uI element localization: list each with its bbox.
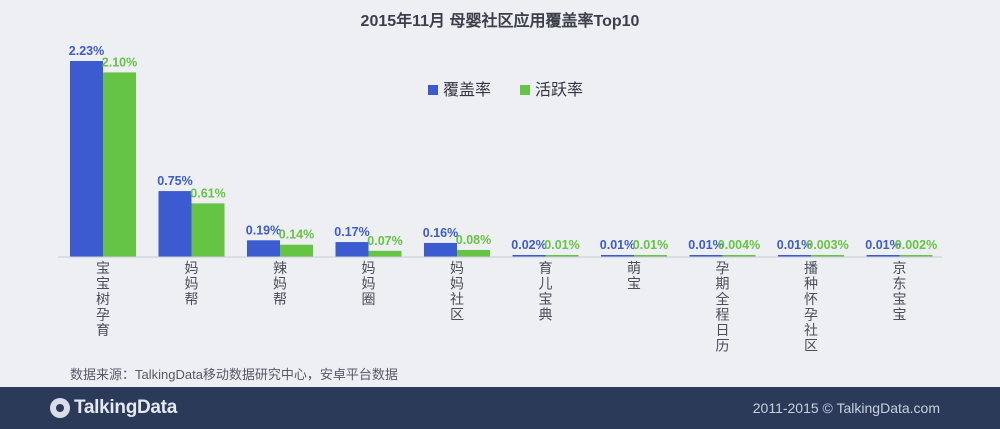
value-label-coverage-5: 0.02% (511, 238, 546, 252)
value-label-coverage-9: 0.01% (865, 238, 900, 252)
bar-coverage-8 (778, 255, 811, 257)
bar-coverage-2 (247, 240, 280, 257)
source-note: 数据来源：TalkingData移动数据研究中心，安卓平台数据 (70, 367, 398, 382)
value-labels-group: 2.23%2.10% 0.75%0.61% 0.19%0.14% 0.17%0.07%… (69, 44, 937, 252)
value-label-active-2: 0.14% (279, 228, 314, 242)
footer-bar: TalkingData 2011-2015 © TalkingData.com (0, 387, 1000, 429)
bar-active-7 (722, 255, 756, 257)
bar-coverage-9 (866, 255, 900, 257)
category-label-2: 辣妈帮 (273, 260, 287, 307)
brand-name: TalkingData (74, 397, 177, 418)
bar-coverage-5 (512, 255, 546, 257)
category-label-5: 育儿宝典 (539, 260, 553, 323)
bar-active-8 (811, 255, 844, 257)
category-label-1: 妈妈帮 (185, 260, 199, 307)
logo-icon (50, 398, 70, 418)
category-label-9: 京东宝宝 (893, 260, 907, 323)
bar-coverage-6 (601, 255, 634, 257)
bar-active-9 (899, 255, 933, 257)
category-label-3: 妈妈圈 (362, 260, 376, 307)
bar-active-5 (545, 255, 579, 257)
legend-swatch-active (520, 85, 530, 95)
category-label-7: 孕期全程日历 (716, 260, 730, 354)
category-label-6: 萌宝 (627, 260, 641, 292)
value-label-coverage-6: 0.01% (600, 238, 635, 252)
value-label-coverage-7: 0.01% (688, 238, 723, 252)
category-label-4: 妈妈社区 (450, 260, 464, 323)
bar-active-0 (103, 72, 136, 257)
value-label-active-5: 0.01% (544, 238, 579, 252)
bar-active-1 (191, 203, 225, 257)
value-label-active-8: 0.003% (806, 238, 848, 252)
bar-active-4 (457, 249, 490, 257)
bar-coverage-1 (158, 191, 192, 257)
value-label-active-0: 2.10% (102, 55, 137, 69)
category-labels-group: 宝宝树孕育 妈妈帮 辣妈帮 妈妈圈 妈妈社区 育儿宝典 萌宝 孕期全程日历 播种怀孕社区 京东宝宝 (96, 260, 907, 354)
value-label-coverage-3: 0.17% (334, 225, 369, 239)
copyright-text: 2011-2015 © TalkingData.com (752, 400, 940, 416)
bar-coverage-4 (424, 242, 457, 257)
category-label-0: 宝宝树孕育 (96, 260, 110, 338)
value-label-active-6: 0.01% (633, 238, 668, 252)
legend-label-coverage: 覆盖率 (443, 81, 491, 99)
bar-active-3 (368, 250, 402, 257)
value-label-active-9: 0.002% (895, 238, 937, 252)
bar-coverage-0 (70, 61, 103, 257)
value-label-coverage-4: 0.16% (423, 226, 458, 240)
bar-chart: 2015年11月 母婴社区应用覆盖率Top10 覆盖率 活跃率 2.23%2.10… (58, 11, 942, 382)
value-label-active-4: 0.08% (456, 233, 491, 247)
value-label-coverage-1: 0.75% (157, 174, 192, 188)
value-label-active-3: 0.07% (367, 234, 402, 248)
value-label-coverage-2: 0.19% (246, 223, 281, 237)
value-label-active-1: 0.61% (190, 186, 225, 200)
value-label-coverage-0: 2.23% (69, 44, 104, 58)
bar-coverage-3 (335, 242, 369, 257)
bar-active-2 (280, 244, 313, 257)
category-label-8: 播种怀孕社区 (804, 260, 818, 354)
legend-swatch-coverage (428, 85, 438, 95)
value-label-coverage-8: 0.01% (777, 238, 812, 252)
chart-title: 2015年11月 母婴社区应用覆盖率Top10 (361, 11, 640, 30)
legend: 覆盖率 活跃率 (428, 81, 583, 99)
bars-group (70, 61, 933, 257)
legend-label-active: 活跃率 (535, 81, 583, 99)
brand-logo: TalkingData (50, 397, 177, 419)
bar-active-6 (634, 255, 667, 257)
value-label-active-7: 0.004% (718, 238, 760, 252)
bar-coverage-7 (689, 255, 723, 257)
